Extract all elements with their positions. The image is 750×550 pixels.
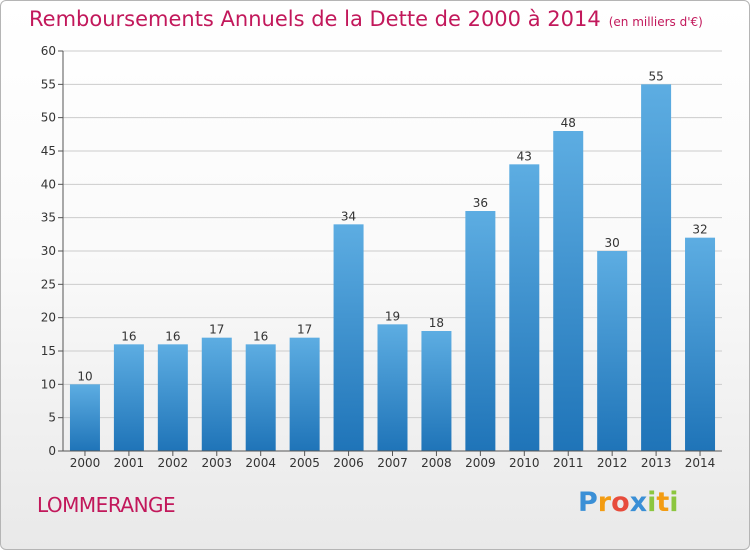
y-tick-label: 10 [41,377,56,391]
bar-2010 [509,164,540,452]
chart-title: Remboursements Annuels de la Dette de 20… [29,7,703,31]
axes [58,50,722,456]
y-tick-label: 55 [41,77,56,91]
logo-letter: P [578,487,598,518]
data-label-2005: 17 [297,323,312,337]
bar-2008 [421,331,452,451]
data-label-2004: 16 [253,329,268,343]
x-tick-label-2005: 2005 [289,456,320,470]
data-label-2001: 16 [121,329,136,343]
data-label-2008: 18 [429,316,444,330]
x-tick-label-2010: 2010 [509,456,540,470]
bar-2002 [157,344,188,451]
bar-2000 [69,384,100,451]
data-label-2010: 43 [517,149,532,163]
x-tick-label-2001: 2001 [114,456,145,470]
x-tick-label-2009: 2009 [465,456,496,470]
bar-2009 [465,211,496,451]
y-tick-label: 20 [41,311,56,325]
proxiti-logo: Proxiti [578,487,679,518]
chart-subtitle: (en milliers d'€) [608,15,703,29]
x-tick-label-2006: 2006 [333,456,364,470]
data-label-2000: 10 [77,369,92,383]
labels: 0 5 10 15 20 25 30 35 40 45 50 55 60 10 2000 16 2001 16 20… [41,44,716,470]
bar-2013 [641,84,672,451]
data-label-2006: 34 [341,209,356,223]
bar-2011 [553,131,584,451]
bar-2005 [289,337,320,451]
data-label-2003: 17 [209,323,224,337]
data-label-2012: 30 [605,236,620,250]
bar-2007 [377,324,408,451]
data-label-2007: 19 [385,309,400,323]
y-tick-label: 0 [48,444,56,458]
x-tick-label-2007: 2007 [377,456,408,470]
x-tick-label-2011: 2011 [553,456,584,470]
logo-letter: x [629,487,648,518]
x-tick-label-2002: 2002 [158,456,189,470]
y-tick-label: 50 [41,111,56,125]
bar-2004 [245,344,276,451]
data-label-2014: 32 [692,223,707,237]
y-tick-label: 5 [48,411,56,425]
data-label-2009: 36 [473,196,488,210]
bar-2003 [201,337,232,451]
x-tick-label-2014: 2014 [685,456,716,470]
logo-letter: i [669,487,679,518]
y-tick-label: 45 [41,144,56,158]
bar-2014 [685,237,716,451]
x-tick-label-2013: 2013 [641,456,672,470]
y-tick-label: 30 [41,244,56,258]
data-label-2002: 16 [165,329,180,343]
y-tick-label: 25 [41,277,56,291]
y-tick-label: 35 [41,211,56,225]
x-tick-label-2000: 2000 [70,456,101,470]
commune-name: LOMMERANGE [37,493,176,517]
bar-2001 [113,344,144,451]
logo-letter: t [656,487,670,518]
x-tick-label-2003: 2003 [201,456,232,470]
logo-letter: o [611,487,630,518]
logo-letter: i [647,487,657,518]
data-label-2013: 55 [648,69,663,83]
x-tick-label-2012: 2012 [597,456,628,470]
y-tick-label: 15 [41,344,56,358]
y-tick-label: 60 [41,44,56,58]
bar-2006 [333,224,364,451]
bar-2012 [597,251,628,451]
logo-letter: r [597,487,612,518]
y-tick-label: 40 [41,177,56,191]
x-tick-label-2008: 2008 [421,456,452,470]
x-tick-label-2004: 2004 [245,456,276,470]
bars [69,84,716,452]
data-label-2011: 48 [561,116,576,130]
